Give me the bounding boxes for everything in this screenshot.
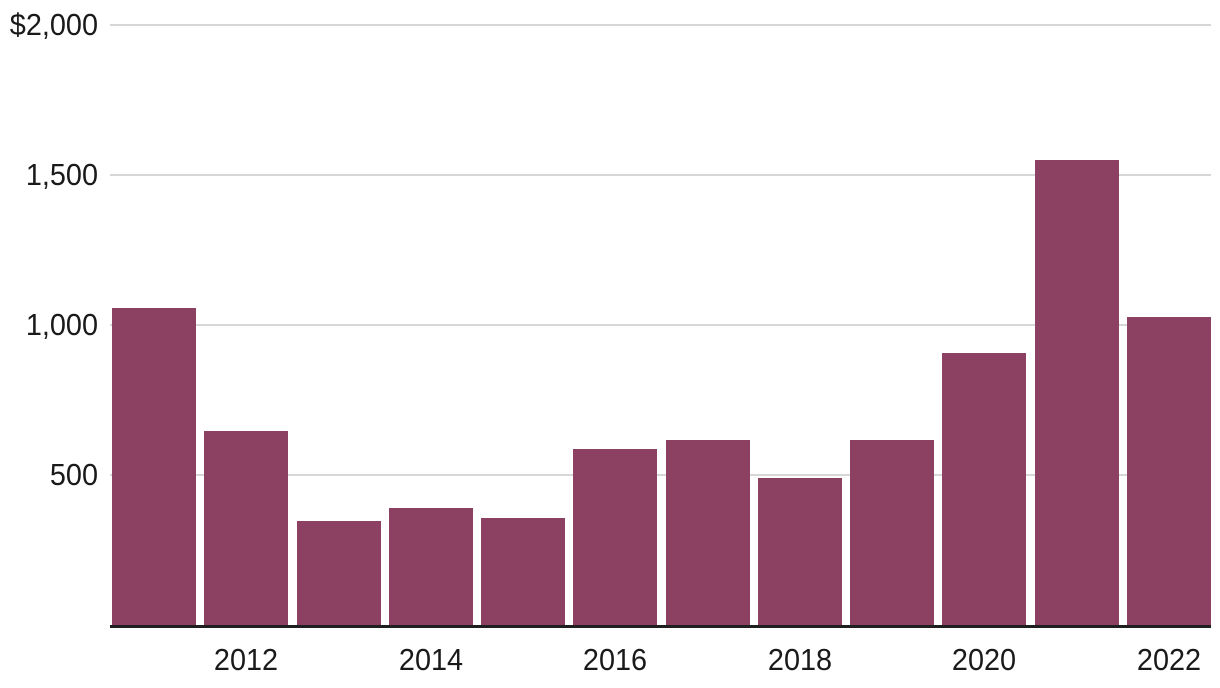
y-tick-label-1000: 1,000 — [25, 307, 99, 342]
x-axis-line — [110, 625, 1211, 628]
bar-2018 — [758, 478, 842, 626]
bar-2020 — [942, 353, 1026, 626]
gridline-500 — [110, 474, 1211, 476]
gridline-1000 — [110, 324, 1211, 326]
gridline-2000 — [110, 24, 1211, 26]
x-tick-label-2020: 2020 — [951, 642, 1017, 677]
bar-2017 — [666, 440, 750, 626]
bar-2012 — [204, 431, 288, 626]
x-tick-label-2012: 2012 — [213, 642, 279, 677]
bar-2021 — [1035, 160, 1119, 626]
bar-2022 — [1127, 317, 1211, 626]
x-tick-label-2014: 2014 — [398, 642, 464, 677]
x-tick-label-2022: 2022 — [1136, 642, 1202, 677]
y-tick-label-500: 500 — [49, 457, 98, 492]
x-tick-label-2018: 2018 — [767, 642, 833, 677]
bar-2015 — [481, 518, 565, 626]
bar-2016 — [573, 449, 657, 626]
gridline-1500 — [110, 174, 1211, 176]
y-tick-label-2000: $2,000 — [9, 7, 98, 42]
y-tick-label-1500: 1,500 — [25, 157, 99, 192]
bar-2013 — [297, 521, 381, 626]
bar-2011 — [112, 308, 196, 626]
bar-2019 — [850, 440, 934, 626]
bar-2014 — [389, 508, 473, 626]
x-tick-label-2016: 2016 — [582, 642, 648, 677]
